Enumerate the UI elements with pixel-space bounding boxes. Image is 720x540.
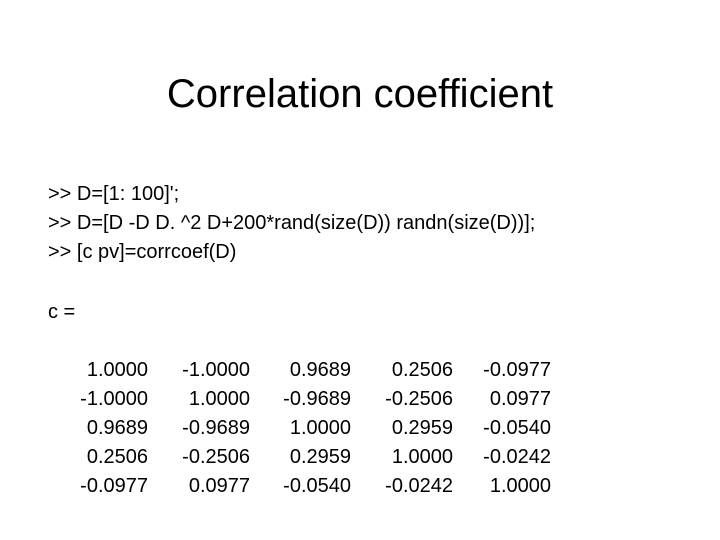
matrix-cell: 1.0000: [289, 417, 351, 439]
result-label: c =: [48, 301, 76, 323]
matrix-cell: -0.0242: [483, 446, 551, 468]
matrix-cell: -0.9689: [283, 388, 351, 410]
matrix-cell: -1.0000: [182, 359, 250, 381]
matrix-cell: 0.2506: [391, 359, 453, 381]
matrix-cell: 1.0000: [489, 475, 551, 497]
matrix-row: 0.9689 -0.9689 1.0000 0.2959 -0.0540: [48, 414, 568, 443]
matrix-cell: -0.0977: [483, 359, 551, 381]
matrix-cell: 0.2959: [289, 446, 351, 468]
matrix-cell: 0.9689: [86, 417, 148, 439]
command-line: >> [c pv]=corrcoef(D): [48, 241, 237, 263]
matrix-cell: -0.2506: [182, 446, 250, 468]
matrix-cell: 0.2506: [86, 446, 148, 468]
matrix-cell: 0.0977: [188, 475, 250, 497]
matrix-cell: -1.0000: [80, 388, 148, 410]
matrix-cell: -0.0242: [385, 475, 453, 497]
matrix-cell: 0.9689: [289, 359, 351, 381]
command-block: >> D=[1: 100]'; >> D=[D -D D. ^2 D+200*r…: [48, 180, 535, 267]
matrix-cell: -0.9689: [182, 417, 250, 439]
matrix-cell: 1.0000: [391, 446, 453, 468]
correlation-matrix: 1.0000 -1.0000 0.9689 0.2506 -0.0977 -1.…: [48, 356, 568, 501]
matrix-cell: -0.0540: [483, 417, 551, 439]
matrix-row: 1.0000 -1.0000 0.9689 0.2506 -0.0977: [48, 356, 568, 385]
matrix-row: -1.0000 1.0000 -0.9689 -0.2506 0.0977: [48, 385, 568, 414]
matrix-row: 0.2506 -0.2506 0.2959 1.0000 -0.0242: [48, 443, 568, 472]
matrix-cell: -0.0540: [283, 475, 351, 497]
matrix-cell: -0.0977: [80, 475, 148, 497]
matrix-cell: 0.0977: [489, 388, 551, 410]
matrix-cell: 1.0000: [86, 359, 148, 381]
matrix-cell: 1.0000: [188, 388, 250, 410]
matrix-cell: 0.2959: [391, 417, 453, 439]
command-line: >> D=[1: 100]';: [48, 183, 180, 205]
matrix-cell: -0.2506: [385, 388, 453, 410]
command-line: >> D=[D -D D. ^2 D+200*rand(size(D)) ran…: [48, 212, 536, 234]
matrix-row: -0.0977 0.0977 -0.0540 -0.0242 1.0000: [48, 472, 568, 501]
slide-title: Correlation coefficient: [166, 72, 554, 116]
